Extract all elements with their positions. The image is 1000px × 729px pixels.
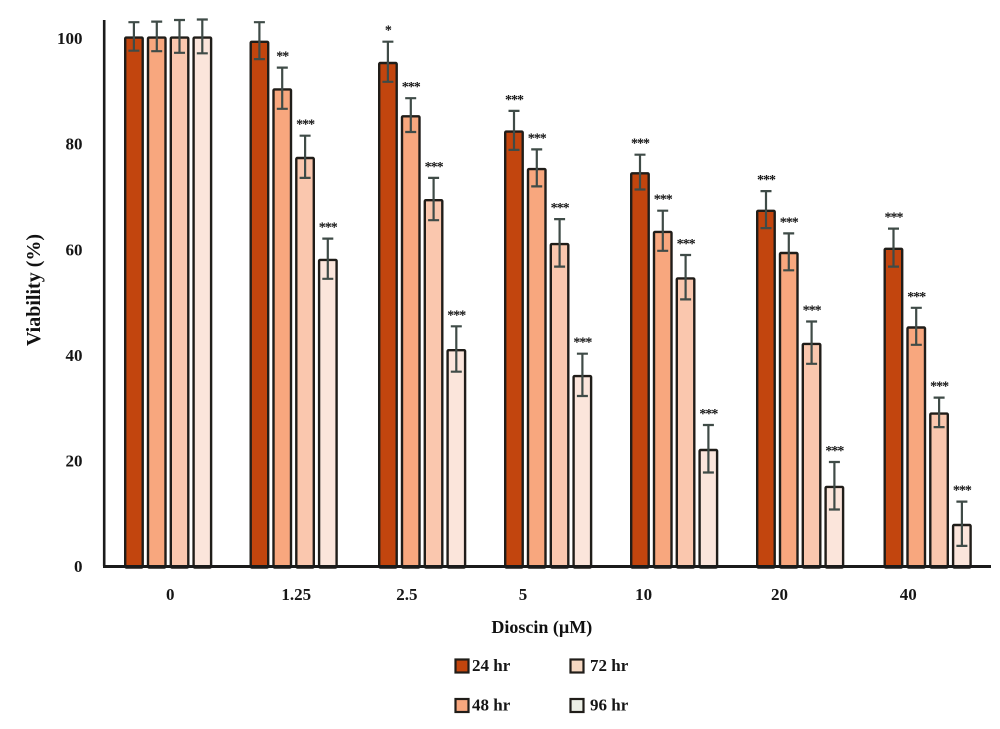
svg-text:20: 20 (66, 451, 83, 470)
svg-text:***: *** (425, 160, 444, 175)
svg-text:1.25: 1.25 (281, 585, 311, 604)
svg-text:48 hr: 48 hr (472, 696, 511, 715)
svg-text:***: *** (528, 131, 547, 146)
svg-text:***: *** (803, 304, 822, 319)
svg-text:***: *** (505, 93, 524, 108)
svg-text:***: *** (654, 193, 673, 208)
svg-text:***: *** (825, 444, 844, 459)
svg-text:***: *** (780, 215, 799, 230)
svg-text:80: 80 (66, 135, 83, 154)
svg-text:***: *** (402, 80, 421, 95)
svg-text:100: 100 (57, 29, 83, 48)
svg-text:10: 10 (635, 585, 652, 604)
svg-text:**: ** (276, 50, 289, 65)
svg-text:***: *** (677, 237, 696, 252)
svg-text:*: * (385, 24, 392, 39)
svg-text:***: *** (699, 407, 718, 422)
svg-text:Dioscin (µM): Dioscin (µM) (491, 617, 592, 638)
svg-text:***: *** (551, 201, 570, 216)
svg-text:24 hr: 24 hr (472, 656, 511, 675)
svg-text:72 hr: 72 hr (590, 656, 629, 675)
svg-text:96 hr: 96 hr (590, 696, 629, 715)
svg-text:***: *** (631, 137, 650, 152)
svg-text:40: 40 (900, 585, 917, 604)
svg-text:***: *** (757, 173, 776, 188)
svg-text:***: *** (930, 380, 949, 395)
svg-text:***: *** (907, 290, 926, 305)
svg-text:2.5: 2.5 (396, 585, 417, 604)
svg-text:5: 5 (519, 585, 528, 604)
svg-text:20: 20 (771, 585, 788, 604)
svg-text:60: 60 (66, 240, 83, 259)
svg-text:***: *** (319, 221, 338, 236)
svg-text:***: *** (953, 484, 972, 499)
svg-text:***: *** (573, 336, 592, 351)
svg-text:***: *** (885, 211, 904, 226)
svg-text:Viability (%): Viability (%) (23, 234, 45, 346)
svg-text:***: *** (447, 308, 466, 323)
svg-text:***: *** (296, 118, 315, 133)
svg-text:0: 0 (166, 585, 175, 604)
svg-text:40: 40 (66, 346, 83, 365)
svg-text:0: 0 (74, 557, 83, 576)
